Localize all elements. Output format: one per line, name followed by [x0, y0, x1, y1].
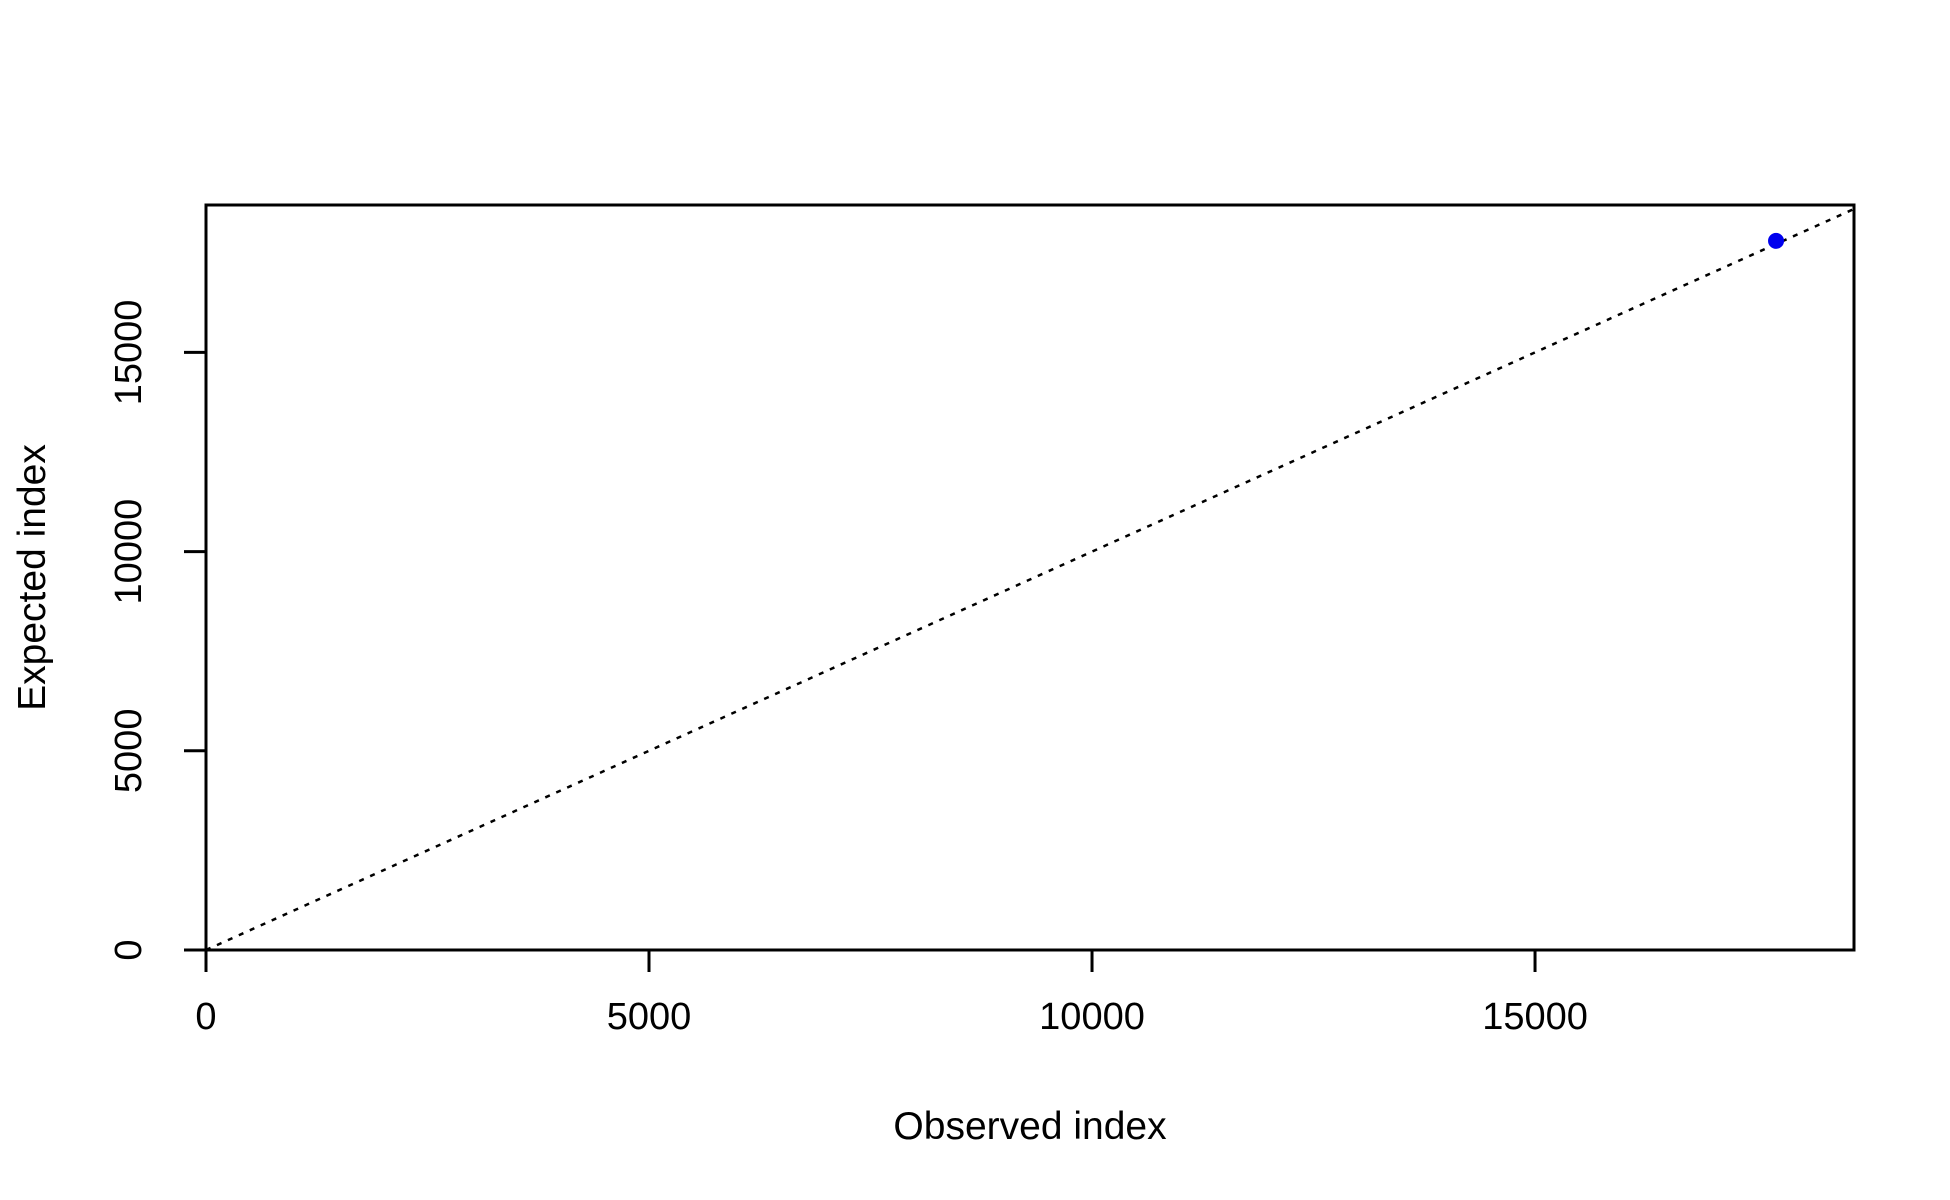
points-layer	[1768, 232, 1785, 249]
y-tick-label: 15000	[108, 300, 150, 406]
data-point	[1768, 232, 1785, 249]
x-tick-label: 0	[195, 996, 216, 1038]
x-axis-title: Observed index	[893, 1105, 1167, 1148]
y-axis: 0 5000 10000 15000	[108, 300, 208, 961]
plot-frame	[204, 203, 1856, 952]
y-tick-label: 10000	[108, 499, 150, 605]
x-axis: 0 5000 10000 15000	[195, 948, 1588, 1038]
x-tick-label: 15000	[1482, 996, 1588, 1038]
identity-reference-line	[206, 207, 1854, 950]
y-tick-label: 0	[108, 939, 150, 960]
reference-line-layer	[206, 207, 1854, 950]
x-tick-label: 5000	[607, 996, 692, 1038]
y-tick-label: 5000	[108, 709, 150, 794]
y-axis-title: Expected index	[11, 444, 54, 711]
x-tick-label: 10000	[1039, 996, 1145, 1038]
